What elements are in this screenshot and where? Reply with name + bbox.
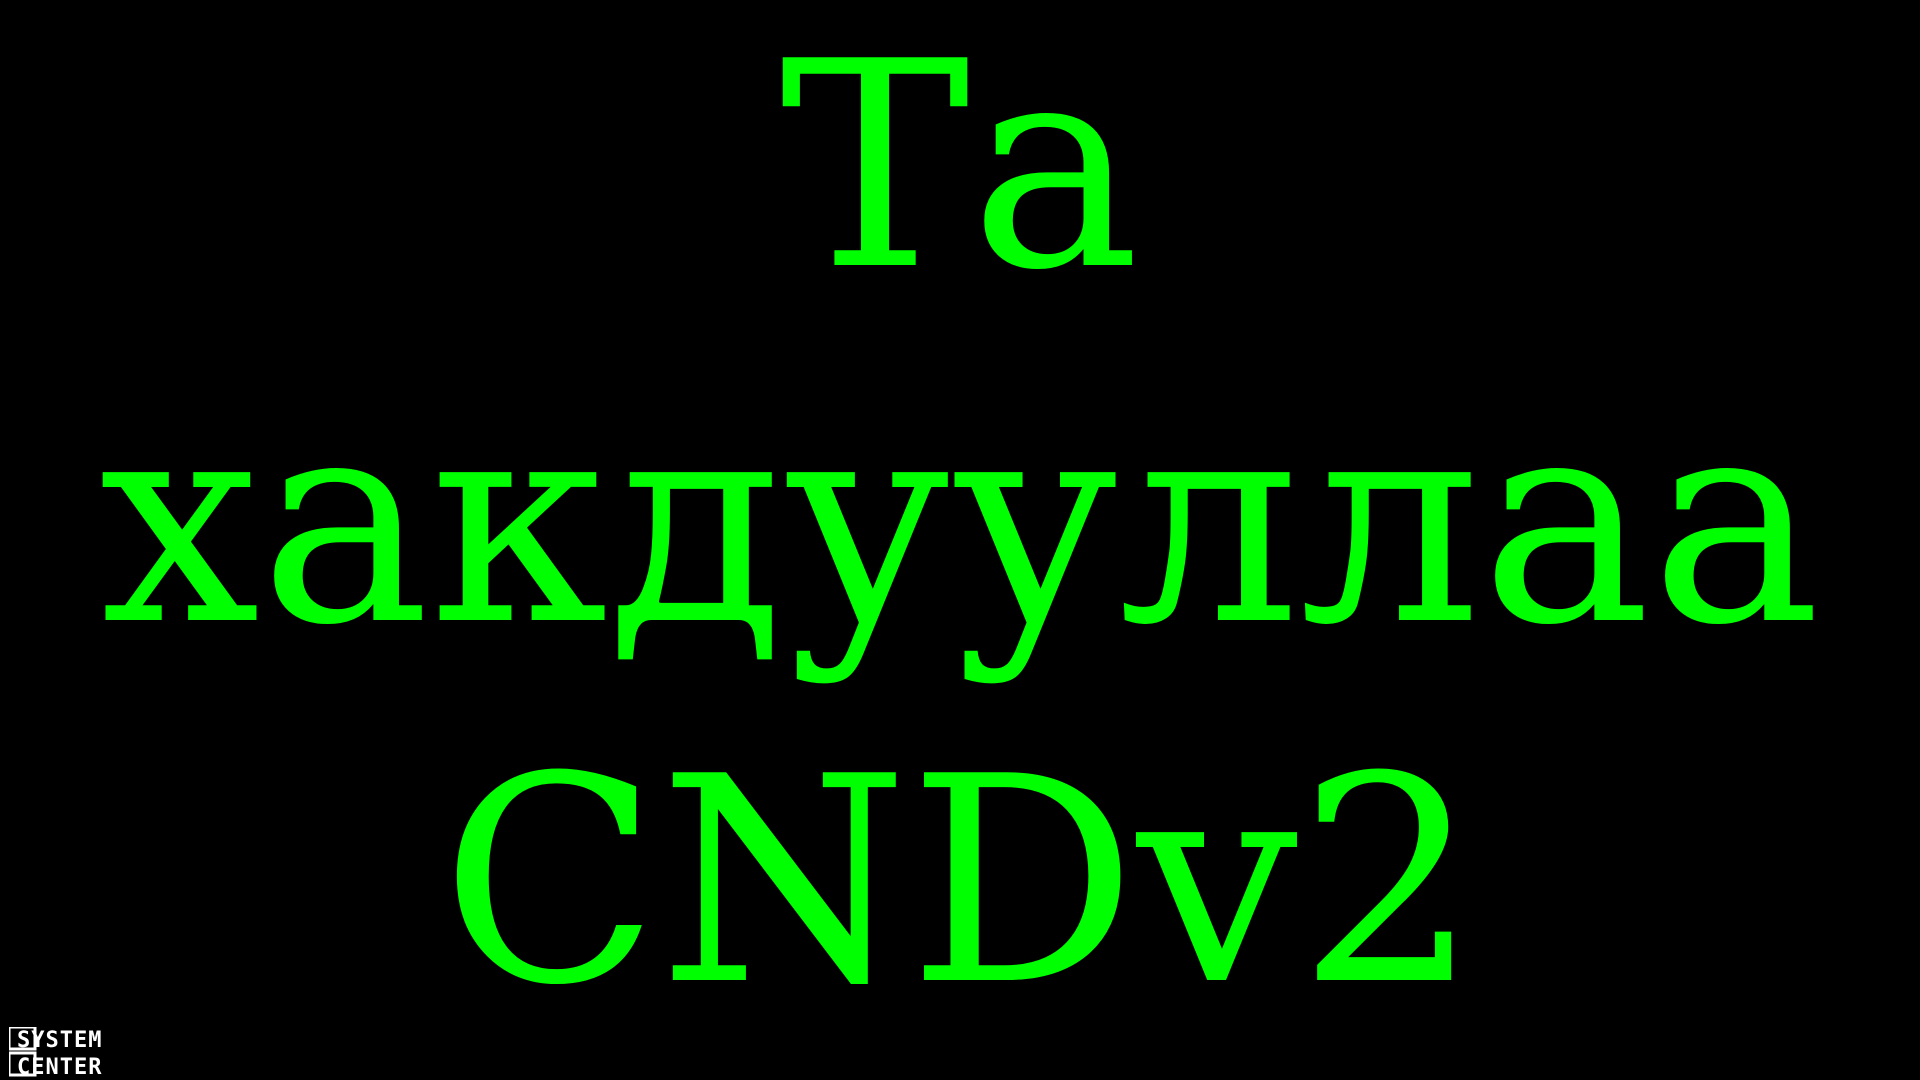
message-line-2: хакдууллаа [99,356,1821,688]
svg-text:CENTER: CENTER [17,1055,102,1077]
svg-text:SYSTEM: SYSTEM [17,1028,102,1053]
message-line-3: CNDv2 [440,716,1480,1048]
message-line-1: Та [779,1,1140,333]
system-center-logo: SYSTEM CENTER [9,1027,181,1077]
